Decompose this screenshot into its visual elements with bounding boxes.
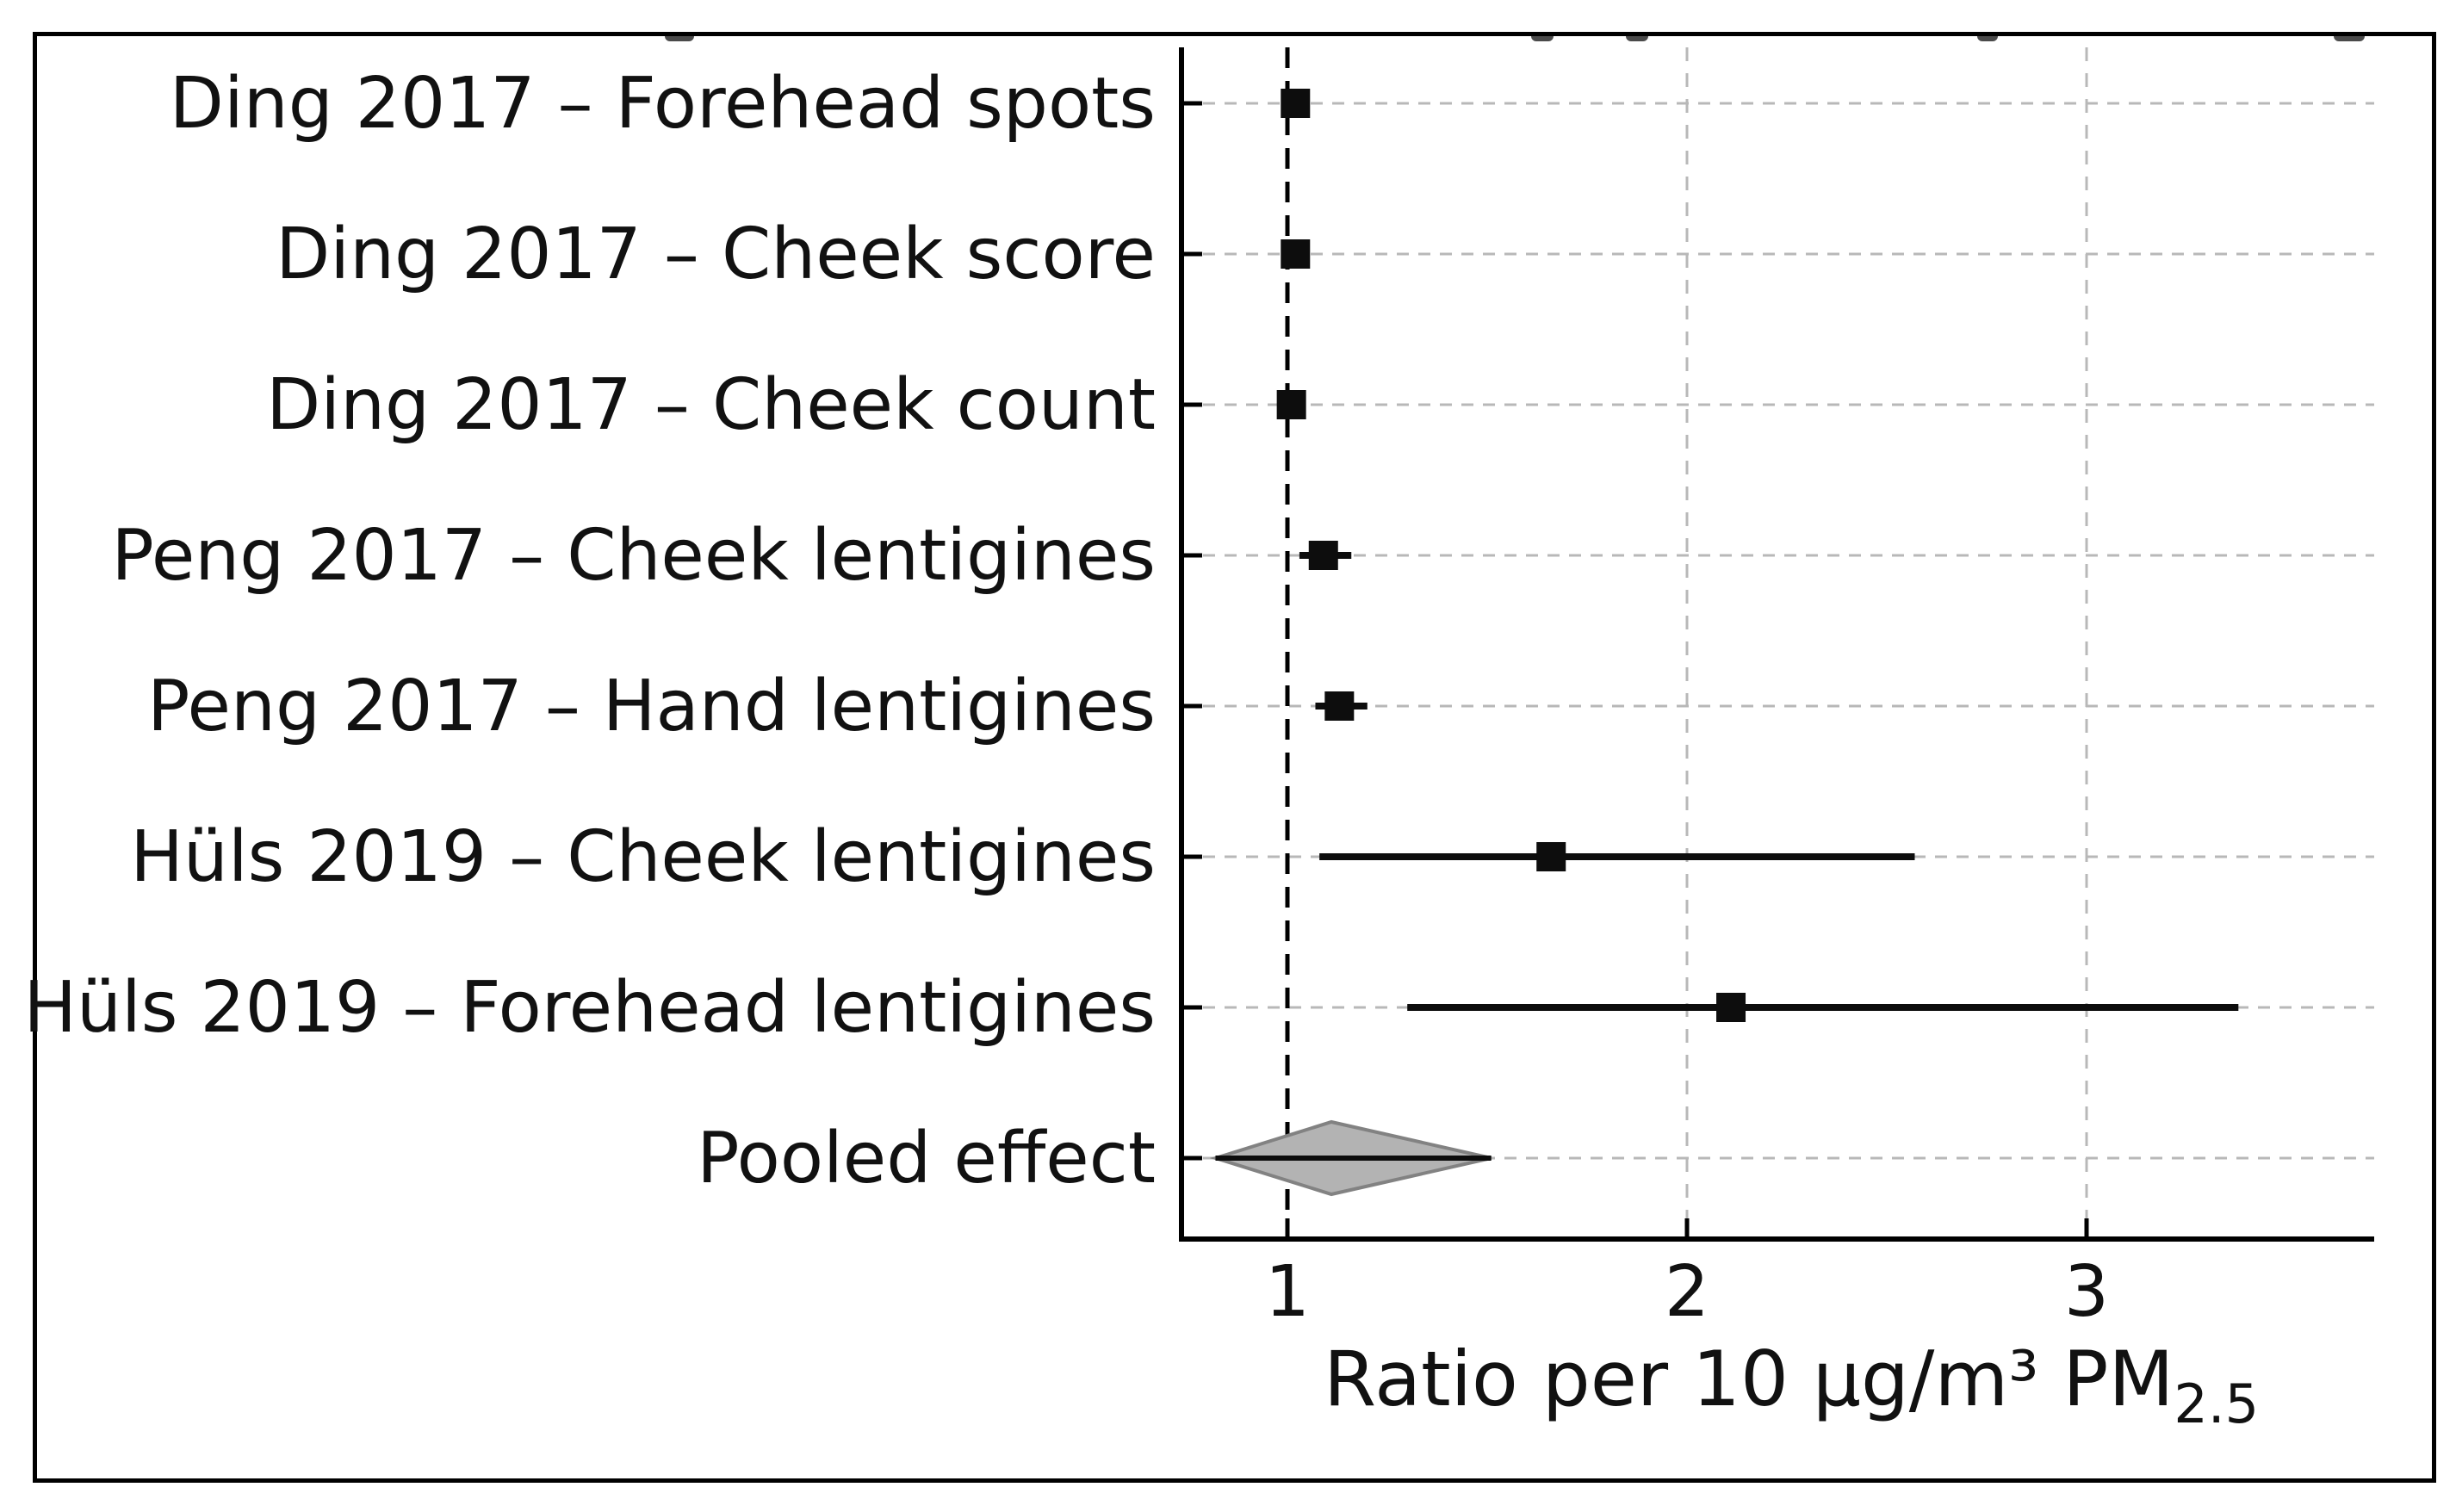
study-label: Ding 2017 – Cheek count xyxy=(266,364,1156,446)
study-label: Hüls 2019 – Forehead lentigines xyxy=(23,967,1156,1049)
study-label: Peng 2017 – Cheek lentigines xyxy=(111,515,1156,597)
x-axis-label: Ratio per 10 µg/m³ PM2.5 xyxy=(1324,1335,2259,1435)
x-tick-label: 3 xyxy=(2064,1251,2109,1333)
point-marker xyxy=(1308,541,1338,570)
point-marker xyxy=(1536,842,1566,871)
point-marker xyxy=(1276,390,1306,419)
study-label: Peng 2017 – Hand lentigines xyxy=(147,666,1156,747)
study-label: Ding 2017 – Cheek score xyxy=(276,214,1156,295)
study-label: Ding 2017 – Forehead spots xyxy=(170,63,1156,145)
cropped-text-artifact xyxy=(665,36,694,41)
point-marker xyxy=(1716,993,1746,1022)
point-marker xyxy=(1281,89,1311,118)
x-axis-label-subscript: 2.5 xyxy=(2174,1373,2259,1435)
study-label: Pooled effect xyxy=(697,1118,1156,1199)
x-tick-label: 1 xyxy=(1265,1251,1310,1333)
point-marker xyxy=(1324,691,1355,721)
study-label: Hüls 2019 – Cheek lentigines xyxy=(130,816,1156,898)
x-tick-label: 2 xyxy=(1665,1251,1709,1333)
cropped-text-artifact xyxy=(1626,36,1648,41)
cropped-text-artifact xyxy=(1977,36,1998,41)
point-marker xyxy=(1281,239,1311,269)
x-axis-label-main: Ratio per 10 µg/m³ PM xyxy=(1324,1335,2174,1423)
cropped-text-artifact xyxy=(1531,36,1554,41)
cropped-text-artifact xyxy=(2334,36,2365,41)
